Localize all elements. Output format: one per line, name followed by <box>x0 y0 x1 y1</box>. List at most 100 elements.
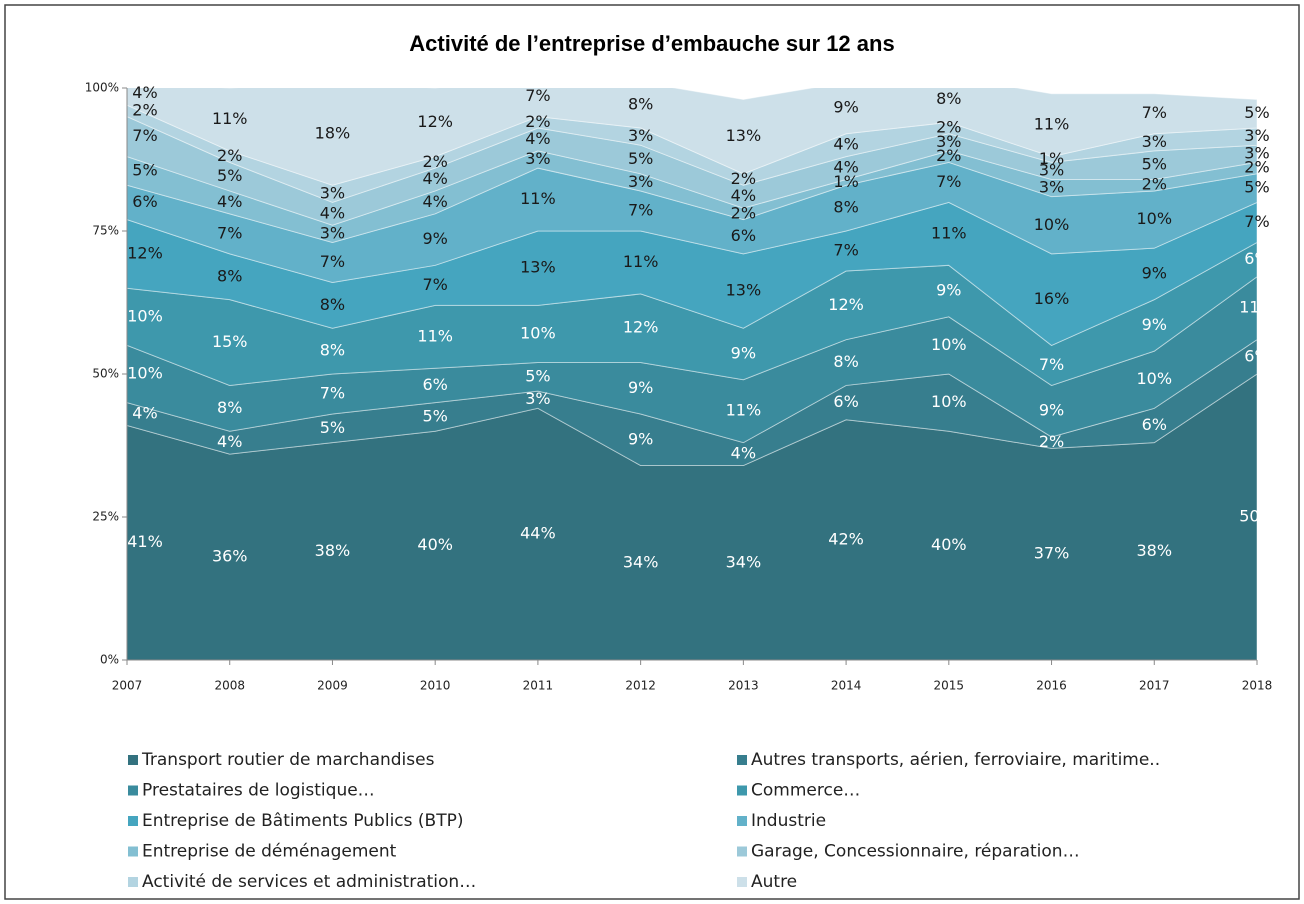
data-label: 9% <box>628 378 653 397</box>
data-label: 9% <box>1142 263 1167 282</box>
data-label: 7% <box>217 223 242 242</box>
data-label: 6% <box>731 226 756 245</box>
data-label: 4% <box>731 186 756 205</box>
data-label: 3% <box>1142 132 1167 151</box>
data-label: 11% <box>1239 298 1275 317</box>
data-label: 12% <box>127 243 163 262</box>
data-label: 7% <box>833 241 858 260</box>
data-label: 12% <box>417 112 453 131</box>
data-label: 10% <box>1136 369 1172 388</box>
data-label: 5% <box>217 166 242 185</box>
x-tick-label: 2009 <box>317 679 348 693</box>
data-label: 16% <box>1034 289 1070 308</box>
legend-label: Commerce… <box>751 781 860 801</box>
data-label: 7% <box>1039 355 1064 374</box>
data-label: 5% <box>422 406 447 425</box>
data-label: 11% <box>520 189 556 208</box>
data-label: 2% <box>731 169 756 188</box>
data-label: 7% <box>1244 212 1269 231</box>
data-label: 3% <box>525 149 550 168</box>
data-label: 11% <box>623 252 659 271</box>
x-tick-label: 2013 <box>728 679 759 693</box>
legend-swatch <box>128 785 138 796</box>
data-label: 7% <box>525 86 550 105</box>
data-label: 6% <box>1142 415 1167 434</box>
x-tick-label: 2007 <box>112 679 143 693</box>
x-tick-label: 2010 <box>420 679 451 693</box>
legend-swatch <box>737 846 747 857</box>
data-label: 5% <box>628 149 653 168</box>
data-label: 8% <box>833 198 858 217</box>
data-label: 3% <box>1039 178 1064 197</box>
data-label: 34% <box>726 552 762 571</box>
legend-swatch <box>128 816 138 826</box>
data-label: 4% <box>422 169 447 188</box>
data-label: 11% <box>212 109 248 128</box>
data-label: 10% <box>931 392 967 411</box>
data-label: 6% <box>422 375 447 394</box>
data-label: 5% <box>1244 178 1269 197</box>
data-label: 1% <box>833 172 858 191</box>
data-label: 9% <box>1039 401 1064 420</box>
y-tick-label: 0% <box>100 653 119 667</box>
data-label: 2% <box>936 118 961 137</box>
data-label: 9% <box>936 281 961 300</box>
data-label: 8% <box>217 398 242 417</box>
data-label: 5% <box>132 160 157 179</box>
data-label: 3% <box>320 223 345 242</box>
legend-swatch <box>737 785 747 796</box>
legend-label: Prestataires de logistique… <box>142 781 375 801</box>
data-label: 2% <box>132 100 157 119</box>
data-label: 3% <box>628 126 653 145</box>
data-label: 5% <box>1142 155 1167 174</box>
data-label: 8% <box>833 352 858 371</box>
data-label: 13% <box>726 281 762 300</box>
data-label: 6% <box>1244 346 1269 365</box>
data-label: 4% <box>731 444 756 463</box>
data-label: 18% <box>315 123 351 142</box>
data-label: 8% <box>217 266 242 285</box>
y-tick-label: 100% <box>85 81 119 95</box>
data-label: 10% <box>520 323 556 342</box>
data-label: 44% <box>520 524 556 543</box>
data-label: 8% <box>628 95 653 114</box>
data-label: 4% <box>525 129 550 148</box>
data-label: 6% <box>833 392 858 411</box>
data-label: 4% <box>833 135 858 154</box>
data-label: 9% <box>731 343 756 362</box>
legend-label: Entreprise de Bâtiments Publics (BTP) <box>142 811 463 831</box>
data-label: 7% <box>936 172 961 191</box>
data-label: 4% <box>132 404 157 423</box>
x-tick-label: 2008 <box>214 679 245 693</box>
data-label: 4% <box>217 192 242 211</box>
data-label: 2% <box>525 112 550 131</box>
data-label: 6% <box>1244 249 1269 268</box>
data-label: 10% <box>931 335 967 354</box>
y-tick-label: 75% <box>92 224 119 238</box>
data-label: 36% <box>212 547 248 566</box>
data-label: 6% <box>132 192 157 211</box>
data-label: 40% <box>931 535 967 554</box>
data-label: 9% <box>422 229 447 248</box>
data-label: 2% <box>422 152 447 171</box>
x-tick-label: 2012 <box>625 679 656 693</box>
data-label: 15% <box>212 332 248 351</box>
legend-swatch <box>128 846 138 857</box>
data-label: 2% <box>731 203 756 222</box>
data-label: 2% <box>936 146 961 165</box>
y-tick-label: 50% <box>92 367 119 381</box>
data-label: 9% <box>833 98 858 117</box>
data-label: 2% <box>1039 432 1064 451</box>
x-tick-label: 2014 <box>831 679 862 693</box>
data-label: 4% <box>422 192 447 211</box>
legend-label: Transport routier de marchandises <box>141 750 435 770</box>
data-label: 7% <box>132 126 157 145</box>
y-tick-label: 25% <box>92 510 119 524</box>
data-label: 5% <box>320 418 345 437</box>
data-label: 2% <box>217 146 242 165</box>
data-label: 7% <box>628 200 653 219</box>
data-label: 1% <box>1039 149 1064 168</box>
data-label: 9% <box>628 429 653 448</box>
data-label: 2% <box>1142 175 1167 194</box>
data-label: 11% <box>1034 115 1070 134</box>
